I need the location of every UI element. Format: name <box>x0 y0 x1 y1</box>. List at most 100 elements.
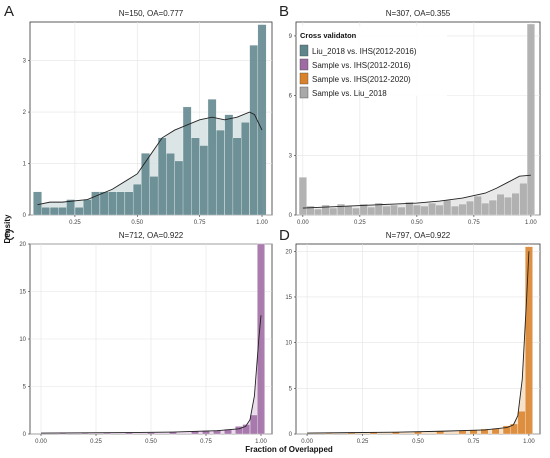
panel-letter: D <box>279 227 290 244</box>
x-tick-label: 0.25 <box>354 220 366 226</box>
legend-title: Cross validaton <box>300 31 357 40</box>
panel-title: N=150, OA=0.777 <box>119 9 184 18</box>
y-tick-label: 3 <box>23 59 27 65</box>
histogram-bar <box>216 129 225 216</box>
legend: Cross validaton Liu_2018 vs. IHS(2012-201… <box>297 26 447 99</box>
panel-letter: B <box>279 3 289 20</box>
histogram-bar <box>249 45 259 216</box>
legend-swatch <box>299 86 309 99</box>
legend-label: Sample vs. IHS(2012-2020) <box>312 75 411 84</box>
histogram-bar <box>49 207 59 216</box>
histogram-bar <box>207 99 217 216</box>
histogram-bar <box>108 191 117 216</box>
x-tick-label: 1.00 <box>256 220 268 226</box>
histogram-bar <box>157 137 167 216</box>
histogram-bar <box>232 137 242 216</box>
histogram-bar <box>298 177 307 216</box>
histogram-bar <box>420 205 429 216</box>
histogram-bar <box>41 207 51 216</box>
histogram-bar <box>132 183 142 216</box>
histogram-bar <box>412 204 421 216</box>
histogram-bar <box>249 414 258 435</box>
x-tick-label: 1.00 <box>523 439 535 445</box>
y-tick-label: 6 <box>289 94 293 100</box>
histogram-bar <box>66 199 75 216</box>
x-tick-label: 0.25 <box>90 439 102 445</box>
y-tick-label: 10 <box>285 341 292 347</box>
x-tick-label: 0.50 <box>131 220 143 226</box>
histogram-bar <box>141 153 150 216</box>
histogram-bar <box>344 205 353 216</box>
y-tick-label: 15 <box>19 290 26 296</box>
x-tick-label: 0.00 <box>297 220 309 226</box>
histogram-bar <box>257 24 267 216</box>
y-axis-label: Density <box>3 214 12 243</box>
panel-d: D N=797, OA=0.922 0.00 0.25 0.50 0.75 1.00 0 5 10… <box>279 227 541 445</box>
y-tick-label: 5 <box>289 386 293 392</box>
histogram-bar <box>428 202 437 216</box>
legend-swatch <box>299 72 309 85</box>
panel-title: N=797, OA=0.922 <box>386 231 451 240</box>
histogram-bar <box>519 183 528 216</box>
y-tick-label: 9 <box>289 34 293 40</box>
y-tick-label: 15 <box>285 295 292 301</box>
x-tick-label: 1.00 <box>525 220 537 226</box>
legend-label: Sample vs. Liu_2018 <box>312 89 387 98</box>
y-tick-label: 5 <box>23 385 27 391</box>
x-tick-label: 1.00 <box>255 439 267 445</box>
legend-box <box>297 26 447 96</box>
histogram-bar <box>435 204 444 216</box>
histogram-bar <box>103 432 111 435</box>
legend-label: Liu_2018 vs. IHS(2012-2016) <box>312 47 417 56</box>
y-tick-label: 0 <box>289 432 293 438</box>
x-tick-label: 0.50 <box>411 220 423 226</box>
histogram-bar <box>367 206 376 216</box>
x-tick-label: 0.75 <box>468 439 480 445</box>
x-tick-label: 0.25 <box>357 439 369 445</box>
panel-c: C N=712, OA=0.922 0.00 0.25 0.50 0.75 1.00 0 5 10… <box>4 227 273 445</box>
histogram-bar <box>116 191 125 216</box>
histogram-bar <box>525 246 533 435</box>
y-tick-label: 20 <box>19 242 26 248</box>
legend-swatch <box>299 44 309 57</box>
histogram-bar <box>517 411 526 435</box>
histogram-bar <box>242 424 251 435</box>
histogram-bar <box>74 207 84 216</box>
histogram-bar <box>390 204 399 216</box>
histogram-bar <box>174 160 184 216</box>
histogram-bar <box>99 191 109 216</box>
histogram-bar <box>511 192 520 216</box>
y-tick-label: 0 <box>23 213 27 219</box>
histogram-bar <box>336 203 345 216</box>
y-tick-label: 10 <box>19 337 26 343</box>
legend-swatch <box>299 58 309 71</box>
y-tick-label: 20 <box>285 249 292 255</box>
density-curve <box>302 174 531 209</box>
density-curve <box>40 315 262 434</box>
density-curve <box>37 111 263 206</box>
x-tick-label: 0.50 <box>145 439 157 445</box>
histogram-bar <box>443 199 452 216</box>
y-tick-label: 2 <box>23 110 27 116</box>
histogram-bar <box>473 195 482 216</box>
histogram-bar <box>124 191 134 216</box>
histogram-bar <box>496 193 505 216</box>
y-tick-label: 1 <box>23 162 27 168</box>
x-tick-label: 0.25 <box>69 220 81 226</box>
histogram-bar <box>481 202 490 216</box>
x-tick-label: 0.75 <box>200 439 212 445</box>
histogram-bar <box>83 199 92 216</box>
histogram-bar <box>149 176 159 216</box>
histogram-bar <box>374 202 383 216</box>
x-tick-label: 0.75 <box>194 220 206 226</box>
histogram-bar <box>314 208 323 216</box>
histogram-bar <box>504 196 513 216</box>
histogram-bar <box>480 428 489 435</box>
histogram-bar <box>469 430 478 435</box>
histogram-bar <box>329 207 338 216</box>
histogram-bar <box>224 429 232 435</box>
histogram-bar <box>382 205 391 216</box>
histogram-bar <box>91 191 100 216</box>
panel-letter: A <box>4 3 14 20</box>
histogram-bar <box>213 430 221 435</box>
